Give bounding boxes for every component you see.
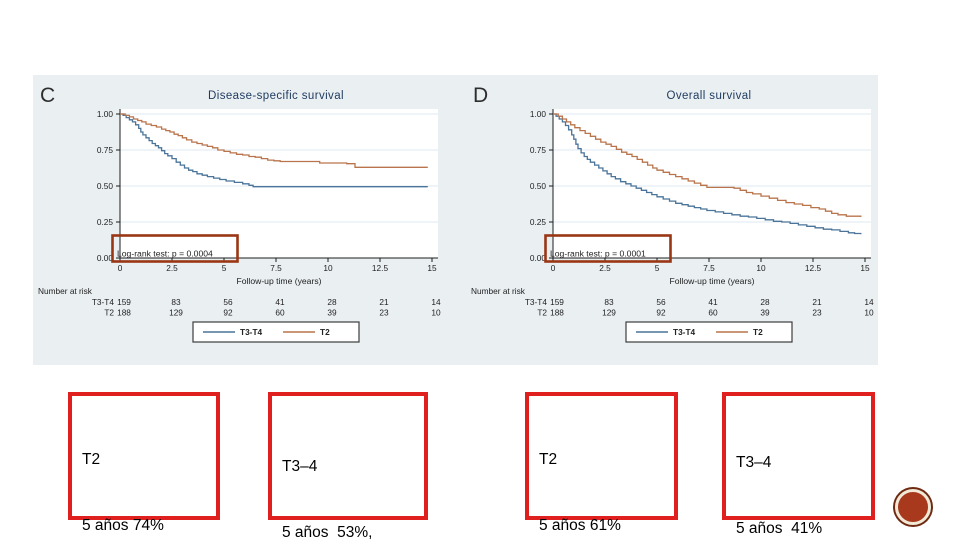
summary-line: 5 años 74%: [82, 517, 164, 534]
summary-box-dss-t2: T2 5 años 74% 10 años 67% 15 años 63%: [68, 392, 220, 534]
logrank-highlight-box: [111, 234, 239, 263]
km-chart-svg: C Disease-specific survival 0.00 0.25 0.50 0.…: [38, 84, 441, 343]
number-at-risk-label: Number at risk: [38, 286, 93, 296]
legend-box: [192, 321, 360, 343]
plot-area: [553, 109, 871, 258]
series-T3-T4: [120, 113, 428, 188]
risk-count: 60: [708, 308, 718, 318]
summary-line: 5 años 41%: [736, 520, 823, 537]
risk-count: 28: [327, 297, 337, 307]
x-tick-label: 5: [222, 263, 227, 273]
risk-count: 23: [812, 308, 822, 318]
y-tick-label: 0.00: [97, 253, 114, 263]
y-tick-label: 0.75: [97, 145, 114, 155]
risk-row-name: T3-T4: [92, 297, 115, 307]
risk-count: 56: [223, 297, 233, 307]
risk-count: 56: [656, 297, 666, 307]
disease-specific-survival-chart: C Disease-specific survival 0.00 0.25 0.50 0.…: [35, 75, 445, 365]
y-tick-label: 0.50: [97, 181, 114, 191]
x-axis-title: Follow-up time (years): [236, 276, 321, 286]
series-T3-T4: [553, 113, 862, 235]
y-tick-label: 1.00: [530, 109, 547, 119]
risk-count: 39: [760, 308, 770, 318]
risk-count: 159: [550, 297, 564, 307]
legend-label-t2: T2: [320, 327, 330, 337]
risk-row-name: T3-T4: [525, 297, 548, 307]
x-tick-label: 7.5: [703, 263, 715, 273]
summary-box-dss-t34: T3–4 5 años 53%, 10 años 49% 15 años 49%: [268, 392, 428, 540]
series-T2: [553, 113, 862, 217]
x-tick-label: 10: [756, 263, 766, 273]
summary-line: 5 años 53%,: [282, 524, 373, 540]
x-tick-label: 7.5: [270, 263, 282, 273]
risk-count: 21: [379, 297, 389, 307]
risk-count: 188: [550, 308, 564, 318]
x-axis-title: Follow-up time (years): [669, 276, 754, 286]
risk-count: 23: [379, 308, 389, 318]
risk-count: 41: [275, 297, 285, 307]
risk-count: 129: [169, 308, 183, 318]
risk-count: 159: [117, 297, 131, 307]
risk-count: 14: [864, 297, 874, 307]
y-tick-label: 1.00: [97, 109, 114, 119]
x-tick-label: 5: [655, 263, 660, 273]
risk-count: 21: [812, 297, 822, 307]
logrank-label: Log-rank test: p = 0.0001: [550, 249, 646, 259]
risk-count: 28: [760, 297, 770, 307]
logrank-highlight-box: [544, 234, 672, 263]
summary-line: 5 años 61%: [539, 517, 621, 534]
chart-title: Disease-specific survival: [208, 90, 344, 102]
x-tick-label: 2.5: [599, 263, 611, 273]
x-tick-label: 10: [323, 263, 333, 273]
y-tick-label: 0.25: [530, 217, 547, 227]
summary-box-os-t2: T2 5 años 61% 10 años 43% 15 años 28%: [525, 392, 678, 534]
summary-line: T2: [82, 451, 101, 468]
x-tick-label: 12.5: [372, 263, 389, 273]
risk-count: 41: [708, 297, 718, 307]
overall-survival-chart: D Overall survival 0.00 0.25 0.50 0.75 1.00 0 2.…: [468, 75, 878, 365]
x-tick-label: 12.5: [805, 263, 822, 273]
legend-label-t3t4: T3-T4: [240, 327, 263, 337]
risk-count: 129: [602, 308, 616, 318]
x-tick-label: 15: [427, 263, 437, 273]
risk-count: 60: [275, 308, 285, 318]
y-tick-label: 0.00: [530, 253, 547, 263]
x-tick-label: 0: [118, 263, 123, 273]
y-tick-label: 0.75: [530, 145, 547, 155]
risk-count: 188: [117, 308, 131, 318]
series-T2: [120, 113, 428, 168]
summary-box-os-t34: T3–4 5 años 41% 10 años 27% 15 años16%: [722, 392, 875, 537]
risk-count: 14: [431, 297, 441, 307]
panel-letter: C: [40, 84, 55, 107]
x-tick-label: 15: [860, 263, 870, 273]
risk-count: 92: [656, 308, 666, 318]
risk-row-name: T2: [104, 308, 114, 318]
risk-count: 10: [864, 308, 874, 318]
x-tick-label: 0: [551, 263, 556, 273]
y-tick-label: 0.25: [97, 217, 114, 227]
summary-line: T3–4: [736, 454, 772, 471]
x-tick-label: 2.5: [166, 263, 178, 273]
risk-count: 92: [223, 308, 233, 318]
legend-box: [625, 321, 793, 343]
risk-count: 83: [604, 297, 614, 307]
risk-row-name: T2: [537, 308, 547, 318]
chart-title: Overall survival: [666, 90, 751, 102]
logrank-label: Log-rank test: p = 0.0004: [117, 249, 213, 259]
survival-figure: C Disease-specific survival 0.00 0.25 0.50 0.…: [33, 75, 878, 365]
risk-count: 39: [327, 308, 337, 318]
summary-line: T3–4: [282, 458, 318, 475]
plot-area: [120, 109, 438, 258]
panel-letter: D: [473, 84, 488, 107]
legend-label-t2: T2: [753, 327, 763, 337]
risk-count: 10: [431, 308, 441, 318]
risk-count: 83: [171, 297, 181, 307]
legend-label-t3t4: T3-T4: [673, 327, 696, 337]
km-chart-svg: D Overall survival 0.00 0.25 0.50 0.75 1.00 0 2.…: [471, 84, 874, 343]
summary-line: T2: [539, 451, 558, 468]
decorative-dot-icon: [895, 489, 931, 525]
number-at-risk-label: Number at risk: [471, 286, 526, 296]
y-tick-label: 0.50: [530, 181, 547, 191]
